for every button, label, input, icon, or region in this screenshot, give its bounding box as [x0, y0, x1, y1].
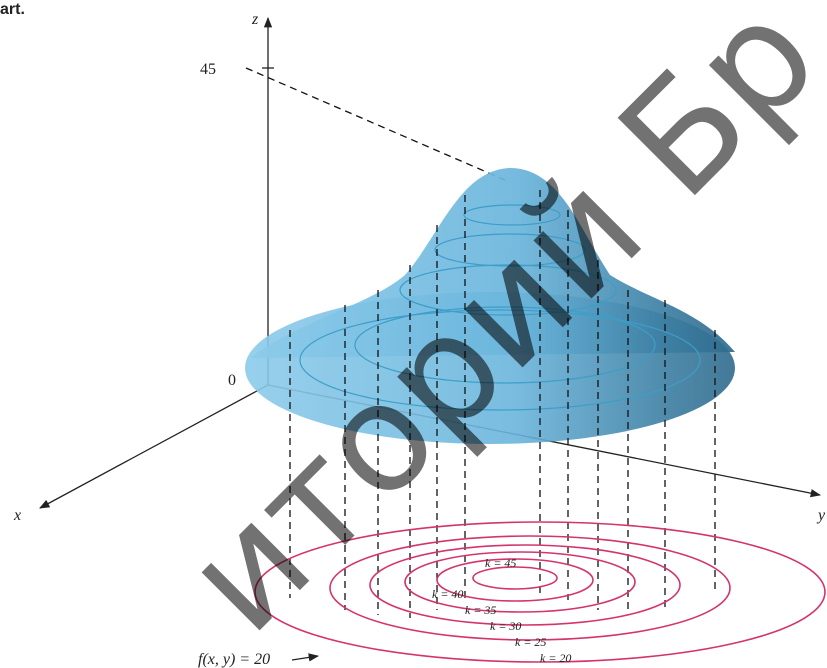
origin-label: 0 [228, 372, 236, 389]
peak-guide [245, 67, 506, 181]
contour-label: k = 40 [432, 587, 463, 601]
contour-label: k = 30 [490, 619, 521, 633]
z-axis-label: z [251, 11, 259, 28]
contour-label: k = 35 [465, 603, 496, 617]
contour-map [254, 521, 826, 663]
x-axis [39, 384, 269, 509]
x-axis-label: x [13, 507, 21, 524]
function-pointer [291, 653, 320, 662]
surface [245, 168, 735, 444]
z-tick-label: 45 [200, 61, 216, 78]
contour-label: k = 20 [540, 651, 571, 665]
contour-label: k = 25 [515, 635, 546, 649]
contour-label: k = 45 [485, 556, 516, 570]
caption-fragment: art. [0, 1, 25, 18]
projection-lines [289, 190, 716, 618]
y-axis-label: y [816, 507, 826, 524]
function-label: f(x, y) = 20 [198, 651, 270, 668]
